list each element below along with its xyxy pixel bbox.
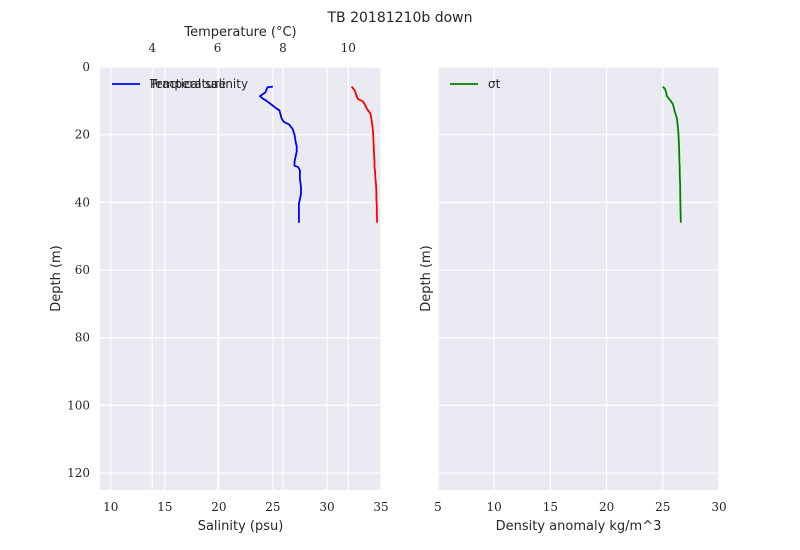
y-tick-label: 40	[75, 195, 90, 209]
series-line-practical-salinity	[259, 85, 302, 223]
y-tick-label: 60	[75, 263, 90, 277]
panel-right: 5 10 15 20 25 30 Density anomaly kg/m^3 Depth (…	[419, 66, 727, 534]
top-x-tick-label: 6	[214, 41, 222, 55]
y-tick-label: 100	[67, 398, 90, 412]
legend-label: Temperature	[149, 77, 226, 91]
x-tick-label: 15	[157, 500, 172, 514]
x-tick-label: 35	[373, 500, 388, 514]
x-axis-label: Density anomaly kg/m^3	[496, 519, 662, 534]
x-tick-label: 25	[265, 500, 280, 514]
x-tick-label: 25	[655, 500, 670, 514]
x-tick-label: 10	[487, 500, 502, 514]
top-x-tick-label: 8	[279, 41, 287, 55]
x-tick-label: 20	[599, 500, 614, 514]
x-tick-label: 5	[434, 500, 442, 514]
y-tick-label: 80	[75, 331, 90, 345]
plot-area-right	[438, 67, 719, 490]
x-tick-label: 30	[711, 500, 726, 514]
y-axis-label: Depth (m)	[419, 245, 434, 312]
legend-label: Practical salinity	[150, 77, 248, 91]
figure-title: TB 20181210b down	[327, 10, 473, 26]
series-line-temperature	[350, 86, 378, 223]
y-tick-label: 20	[75, 128, 90, 142]
top-x-tick-label: 10	[341, 41, 356, 55]
x-tick-label: 20	[211, 500, 226, 514]
x-axis-label: Salinity (psu)	[198, 519, 284, 534]
x-tick-label: 30	[319, 500, 334, 514]
legend-label: σt	[488, 77, 501, 91]
panel-left: 0 20 40 60 80 100 120 10 15 20 25 30 35 4 6 8 10 Temperat…	[49, 25, 389, 534]
top-x-tick-label: 4	[148, 41, 156, 55]
y-tick-label: 0	[82, 60, 90, 74]
series-line--t	[662, 85, 682, 223]
y-axis-label: Depth (m)	[49, 245, 64, 312]
plot-area-left	[100, 67, 381, 490]
x-tick-label: 15	[543, 500, 558, 514]
top-axis-label: Temperature (°C)	[183, 25, 296, 40]
x-tick-label: 10	[103, 500, 118, 514]
y-tick-label: 120	[67, 466, 90, 480]
